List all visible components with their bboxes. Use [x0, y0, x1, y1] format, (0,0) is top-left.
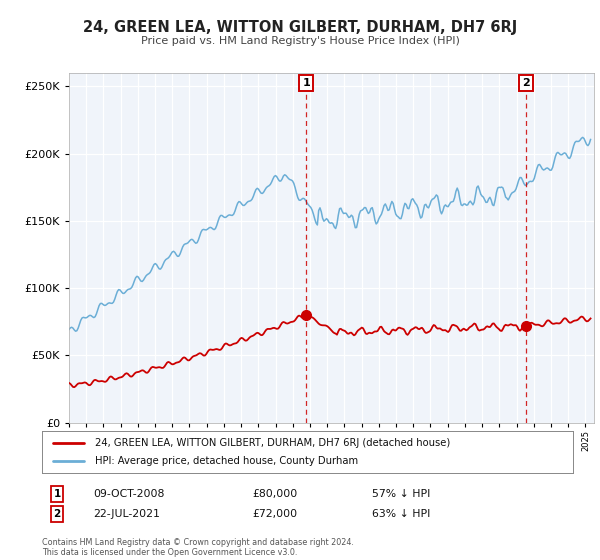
Text: 22-JUL-2021: 22-JUL-2021 [93, 509, 160, 519]
Text: HPI: Average price, detached house, County Durham: HPI: Average price, detached house, Coun… [95, 456, 358, 466]
Text: This data is licensed under the Open Government Licence v3.0.: This data is licensed under the Open Gov… [42, 548, 298, 557]
Text: 63% ↓ HPI: 63% ↓ HPI [372, 509, 430, 519]
Text: Contains HM Land Registry data © Crown copyright and database right 2024.: Contains HM Land Registry data © Crown c… [42, 538, 354, 547]
Text: 1: 1 [302, 78, 310, 88]
Text: 1: 1 [53, 489, 61, 499]
Text: 24, GREEN LEA, WITTON GILBERT, DURHAM, DH7 6RJ: 24, GREEN LEA, WITTON GILBERT, DURHAM, D… [83, 20, 517, 35]
Text: 09-OCT-2008: 09-OCT-2008 [93, 489, 164, 499]
Text: Price paid vs. HM Land Registry's House Price Index (HPI): Price paid vs. HM Land Registry's House … [140, 36, 460, 46]
Text: 24, GREEN LEA, WITTON GILBERT, DURHAM, DH7 6RJ (detached house): 24, GREEN LEA, WITTON GILBERT, DURHAM, D… [95, 437, 451, 447]
Text: £80,000: £80,000 [252, 489, 297, 499]
Text: 2: 2 [53, 509, 61, 519]
Text: £72,000: £72,000 [252, 509, 297, 519]
Text: 57% ↓ HPI: 57% ↓ HPI [372, 489, 430, 499]
Text: 2: 2 [522, 78, 530, 88]
